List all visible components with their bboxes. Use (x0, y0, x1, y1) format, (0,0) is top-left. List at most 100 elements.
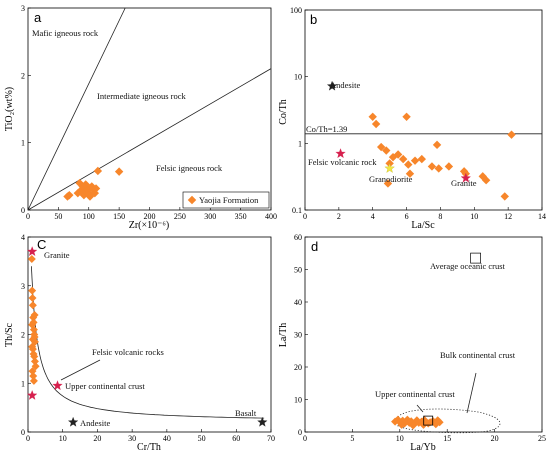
y-tick-label: 0.1 (292, 206, 302, 215)
panel-c-label: C (37, 237, 46, 252)
x-tick-label: 0 (303, 212, 307, 221)
reference-star (27, 390, 38, 400)
x-tick-label: 5 (350, 434, 354, 443)
y-tick-label: 2 (21, 71, 25, 80)
data-point (507, 130, 516, 139)
panel-c-references (27, 246, 268, 427)
x-tick-label: 15 (443, 434, 451, 443)
x-tick-label: 20 (93, 434, 101, 443)
threshold-label: Co/Th=1.39 (306, 124, 347, 134)
x-tick-label: 60 (232, 434, 240, 443)
reference-star (67, 416, 79, 427)
data-point (409, 421, 418, 430)
y-tick-label: 30 (294, 331, 302, 340)
x-tick-label: 50 (198, 434, 206, 443)
ref-granite-label-b: Granite (451, 178, 477, 188)
mixing-curve (31, 266, 265, 419)
panel-b-ylabel: Co/Th (278, 99, 289, 125)
y-tick-label: 100 (290, 6, 302, 15)
ref-felsic-volcanic-label-b: Felsic volcanic rock (308, 157, 377, 167)
panel-d-ticks: 0 5 10 15 20 25 0 10 20 30 40 50 60 (294, 233, 546, 443)
panel-b-frame (304, 9, 543, 211)
data-point (402, 112, 411, 122)
intermediate-felsic-boundary (27, 68, 272, 211)
data-point (432, 140, 442, 150)
panel-a-ylabel: TiO₂(wt%) (4, 87, 15, 131)
panel-c: C 0 10 20 30 40 50 60 70 0 1 2 3 4 Granite Felsic vo… (4, 233, 275, 453)
x-tick-label: 350 (235, 212, 247, 221)
data-point (30, 337, 39, 346)
data-point (28, 335, 37, 344)
reference-star (335, 148, 346, 159)
panel-a-ticks: 0 50 100 150 200 250 300 350 400 0 1 2 3 (21, 4, 277, 221)
data-point (382, 146, 391, 155)
region-mafic-label: Mafic igneous rock (32, 28, 99, 38)
region-intermediate-label: Intermediate igneous rock (97, 91, 186, 101)
data-point (478, 172, 487, 181)
ref-ucc-label-d: Upper continental crust (375, 389, 455, 399)
x-tick-label: 200 (144, 212, 156, 221)
data-point (93, 166, 103, 176)
y-tick-label: 0 (21, 206, 25, 215)
x-tick-label: 25 (538, 434, 546, 443)
ref-granodiorite-label-b: Granodiorite (369, 174, 413, 184)
x-tick-label: 40 (163, 434, 171, 443)
x-tick-label: 150 (113, 212, 125, 221)
ref-andesite-label-b: Andesite (330, 80, 360, 90)
x-tick-label: 2 (337, 212, 341, 221)
panel-d-frame (304, 236, 543, 433)
data-point (75, 178, 84, 188)
data-point (383, 179, 393, 188)
y-tick-label: 3 (21, 4, 25, 13)
data-point (30, 311, 39, 319)
x-tick-label: 8 (438, 212, 442, 221)
ref-ucc-label-c: Upper continental crust (65, 381, 145, 391)
x-tick-label: 0 (303, 434, 307, 443)
data-point (65, 190, 74, 200)
data-point (417, 154, 427, 164)
y-tick-label: 0 (21, 428, 25, 437)
y-tick-label: 1 (298, 139, 302, 148)
panel-d-ylabel: La/Th (278, 323, 289, 347)
ref-bulk-crust-label: Bulk continental crust (440, 350, 516, 360)
panel-a-label: a (34, 10, 42, 25)
y-tick-label: 10 (294, 73, 302, 82)
ref-basalt-label-c: Basalt (235, 408, 257, 418)
data-point (371, 119, 381, 129)
panel-d: d 0 5 10 15 20 25 0 10 20 30 40 50 60 Average oceani… (278, 233, 546, 453)
data-point (398, 154, 408, 164)
reference-star (257, 416, 268, 427)
data-point (30, 357, 39, 366)
panel-c-ylabel: Th/Sc (4, 322, 15, 346)
bulk-crust-ellipse (397, 408, 501, 434)
y-tick-label: 1 (21, 379, 25, 388)
data-point (28, 286, 37, 295)
y-tick-label: 40 (294, 298, 302, 307)
panel-d-label: d (311, 239, 318, 254)
x-tick-label: 12 (504, 212, 512, 221)
data-point (444, 162, 454, 171)
x-tick-label: 400 (265, 212, 277, 221)
data-point (84, 190, 93, 200)
y-tick-label: 3 (21, 282, 25, 291)
data-point (404, 160, 413, 169)
data-point (28, 367, 37, 376)
data-point (434, 164, 443, 173)
data-point (481, 175, 491, 185)
x-tick-label: 10 (396, 434, 404, 443)
reference-star (326, 80, 338, 91)
panel-d-xlabel: La/Yb (410, 442, 436, 453)
data-point (28, 320, 37, 329)
y-tick-label: 60 (294, 233, 302, 242)
panel-b-xlabel: La/Sc (411, 220, 435, 231)
legend-label: Yaojia Formation (199, 195, 259, 205)
x-tick-label: 14 (538, 212, 546, 221)
x-tick-label: 10 (59, 434, 67, 443)
x-tick-label: 100 (83, 212, 95, 221)
y-tick-label: 10 (294, 396, 302, 405)
panel-d-points (391, 415, 444, 430)
panel-a: a 0 50 100 150 200 250 300 350 400 0 1 2 3 Mafic ign… (4, 4, 277, 231)
y-tick-label: 2 (21, 331, 25, 340)
data-point (431, 420, 440, 429)
